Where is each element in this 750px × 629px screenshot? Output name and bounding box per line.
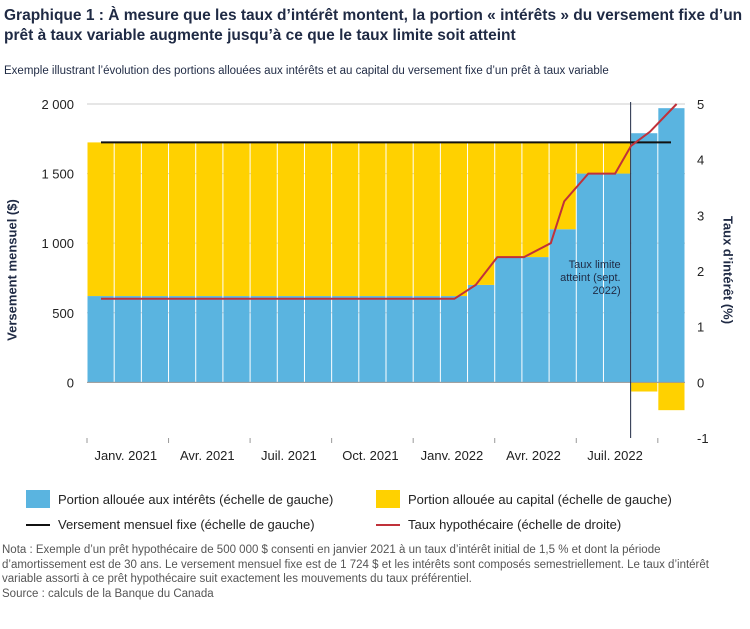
legend-interest-swatch [26,490,50,508]
bar-interest [223,296,250,383]
bar-capital [631,382,658,392]
y2-tick-label: 5 [697,97,704,112]
bar-interest [603,173,631,383]
bar-capital [196,142,223,297]
y-tick-label: 500 [52,306,74,321]
legend-capital-swatch [376,490,400,508]
x-tick-label: Juil. 2022 [587,448,643,463]
legend-rate: Taux hypothécaire (échelle de droite) [376,517,621,532]
x-tick-label: Janv. 2022 [421,448,484,463]
legend-rate-label: Taux hypothécaire (échelle de droite) [408,517,622,532]
source-text: Source : calculs de la Banque du Canada [2,587,214,600]
bar-interest [114,296,141,383]
bar-capital [468,142,495,285]
bar-capital [169,142,196,297]
limit-annotation: 2022) [592,285,620,297]
bar-capital [522,142,549,258]
bar-interest [522,257,549,383]
bar-capital [576,142,603,174]
bar-capital [114,142,141,297]
bar-interest [332,296,359,383]
y-tick-label: 0 [67,375,74,390]
legend-capital: Portion allouée au capital (échelle de g… [376,490,672,508]
bar-capital [658,382,685,411]
bar-capital [440,142,468,297]
x-tick-label: Avr. 2022 [506,448,561,463]
legend-fixed-label: Versement mensuel fixe (échelle de gauch… [58,517,315,532]
y-tick-label: 1 500 [41,167,74,182]
notes: Nota : Exemple d’un prêt hypothécaire de… [2,543,744,601]
note-text: Nota : Exemple d’un prêt hypothécaire de… [2,544,709,585]
bar-capital [413,142,440,297]
bar-interest [413,296,440,383]
legend-rate-swatch [376,523,400,526]
y-tick-label: 2 000 [41,97,74,112]
x-tick-label: Oct. 2021 [342,448,398,463]
bar-interest [169,296,196,383]
limit-annotation: Taux limite [569,259,621,271]
bar-interest [359,296,386,383]
bar-capital [304,142,332,297]
x-tick-label: Juil. 2021 [261,448,317,463]
bar-interest [440,296,468,383]
bar-capital [223,142,250,297]
y2-tick-label: 4 [697,153,704,168]
bar-interest [87,296,114,383]
bar-interest [495,257,522,383]
bar-capital [87,142,114,297]
bar-capital [386,142,413,297]
legend-interest-label: Portion allouée aux intérêts (échelle de… [58,491,334,507]
legend-fixed-swatch [26,523,50,526]
bar-interest [250,296,277,383]
x-tick-label: Avr. 2021 [180,448,235,463]
bar-interest [141,296,169,383]
y2-tick-label: 2 [697,264,704,279]
bar-interest [576,173,603,383]
rate-line [101,103,678,300]
bar-interest [631,133,658,383]
bar-interest [549,229,576,383]
bar-capital [277,142,304,297]
bar-interest [304,296,332,383]
y2-tick-label: -1 [697,431,709,446]
bar-interest [386,296,413,383]
bar-capital [141,142,169,297]
y2-tick-label: 3 [697,208,704,223]
bar-capital [549,142,576,230]
chart-title: Graphique 1 : À mesure que les taux d’in… [4,7,743,44]
bar-interest [196,296,223,383]
bar-capital [495,142,522,258]
bar-capital [359,142,386,297]
bar-capital [332,142,359,297]
x-tick-label: Janv. 2021 [94,448,157,463]
bar-interest [658,108,685,383]
chart-subtitle: Exemple illustrant l’évolution des porti… [4,65,609,77]
legend-capital-label: Portion allouée au capital (échelle de g… [408,491,672,507]
limit-annotation: atteint (sept. [560,272,621,284]
legend-fixed: Versement mensuel fixe (échelle de gauch… [26,517,315,532]
y2-tick-label: 1 [697,320,704,335]
bar-interest [468,284,495,383]
y2-tick-label: 0 [697,375,704,390]
y-tick-label: 1 000 [41,236,74,251]
bar-interest [277,296,304,383]
legend-interest: Portion allouée aux intérêts (échelle de… [26,490,333,508]
bar-capital [250,142,277,297]
